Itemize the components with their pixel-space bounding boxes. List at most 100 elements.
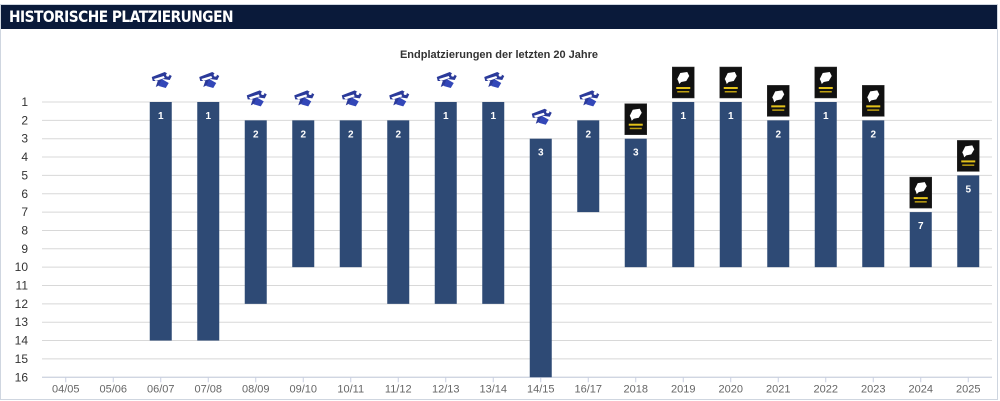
y-tick-label: 8: [21, 223, 28, 237]
logo-dot: [546, 110, 550, 114]
bar: [387, 120, 410, 304]
x-tick-label: 04/05: [52, 383, 80, 395]
logo-head: [914, 182, 927, 195]
logo-text-bar: [867, 109, 880, 111]
logo-text-bar: [723, 87, 738, 89]
x-tick-label: 2020: [719, 383, 743, 395]
logo-text-bar: [819, 91, 832, 93]
logo-stripe: [296, 94, 308, 100]
y-tick-label: 16: [15, 370, 29, 384]
data-label: 5: [965, 184, 971, 195]
bar: [672, 102, 695, 268]
logo-text-bar: [629, 127, 642, 130]
y-tick-label: 1: [21, 95, 28, 109]
bar: [434, 102, 457, 304]
league-logo-blue-icon: [436, 72, 457, 88]
x-tick-label: 2023: [861, 383, 885, 395]
logo-shape: [158, 79, 169, 88]
logo-head: [962, 145, 975, 158]
league-logo-black-icon: [814, 66, 837, 99]
logo-stripe: [533, 112, 545, 118]
logo-dot: [261, 91, 265, 95]
logo-head: [819, 72, 832, 84]
bar: [482, 102, 505, 304]
logo-shape: [538, 115, 549, 125]
logo-text-bar: [724, 91, 737, 93]
bar: [149, 102, 172, 341]
bar: [529, 138, 552, 378]
logo-shape: [253, 97, 264, 107]
x-tick-label: 2019: [671, 383, 695, 395]
logo-shape: [396, 97, 407, 107]
logo-dot: [356, 91, 360, 95]
logo-stripe: [201, 76, 213, 81]
data-label: 7: [918, 221, 924, 232]
league-logo-blue-icon: [389, 90, 410, 107]
x-tick-label: 2024: [909, 383, 933, 395]
x-tick-label: 2022: [814, 383, 838, 395]
bar: [244, 120, 267, 304]
x-tick-label: 08/09: [242, 383, 270, 395]
data-label: 3: [538, 148, 544, 159]
logo-background: [672, 66, 695, 99]
logo-stripe: [248, 94, 260, 100]
league-logo-blue-icon: [579, 90, 600, 107]
x-tick-label: 2021: [766, 383, 790, 395]
logo-dot: [498, 73, 502, 77]
logo-text-bar: [962, 164, 975, 166]
y-tick-label: 3: [21, 132, 28, 146]
logo-text-bar: [771, 105, 786, 108]
bar: [862, 120, 885, 268]
bar: [957, 175, 980, 268]
data-label: 2: [585, 129, 591, 140]
x-tick-label: 12/13: [432, 383, 460, 395]
data-label: 1: [823, 111, 829, 122]
data-label: 2: [253, 129, 259, 140]
logo-background: [767, 85, 790, 117]
logo-stripe: [153, 76, 165, 81]
panel-title: HISTORISCHE PLATZIERUNGEN: [9, 7, 233, 26]
logo-shape: [586, 97, 597, 107]
logo-text-bar: [628, 123, 643, 126]
bar: [767, 120, 790, 268]
logo-background: [862, 85, 885, 117]
league-logo-blue-icon: [341, 90, 362, 107]
bar: [197, 102, 220, 341]
logo-text-bar: [772, 109, 785, 111]
y-tick-label: 6: [21, 187, 28, 201]
logo-dot: [593, 91, 597, 95]
logo-stripe: [581, 94, 593, 100]
league-logo-black-icon: [719, 66, 742, 99]
logo-background: [814, 66, 837, 99]
data-label: 1: [205, 111, 211, 122]
x-tick-label: 13/14: [479, 383, 507, 395]
logo-text-bar: [818, 87, 833, 89]
x-tick-label: 2018: [624, 383, 648, 395]
logo-head: [629, 108, 642, 121]
x-tick-label: 10/11: [337, 383, 364, 395]
logo-text-bar: [961, 160, 976, 163]
y-tick-label: 15: [15, 352, 29, 366]
logo-shape: [301, 97, 312, 107]
data-label: 2: [348, 129, 354, 140]
y-tick-label: 9: [21, 242, 28, 256]
x-tick-label: 05/06: [99, 383, 127, 395]
y-tick-label: 13: [15, 315, 29, 329]
chart-title: Endplatzierungen der letzten 20 Jahre: [399, 49, 599, 61]
logo-shape: [206, 79, 217, 88]
logo-background: [957, 140, 980, 172]
league-logo-blue-icon: [199, 72, 220, 88]
logo-stripe: [438, 76, 450, 81]
logo-head: [724, 72, 737, 84]
x-tick-label: 16/17: [574, 383, 602, 395]
logo-shape: [443, 79, 454, 88]
data-label: 2: [395, 129, 401, 140]
x-tick-label: 11/12: [385, 383, 412, 395]
x-tick-label: 2025: [956, 383, 980, 395]
bar: [814, 102, 837, 268]
y-tick-label: 2: [21, 113, 28, 127]
data-label: 1: [158, 111, 164, 122]
panel-header: HISTORISCHE PLATZIERUNGEN: [1, 5, 997, 29]
league-logo-blue-icon: [484, 72, 505, 88]
